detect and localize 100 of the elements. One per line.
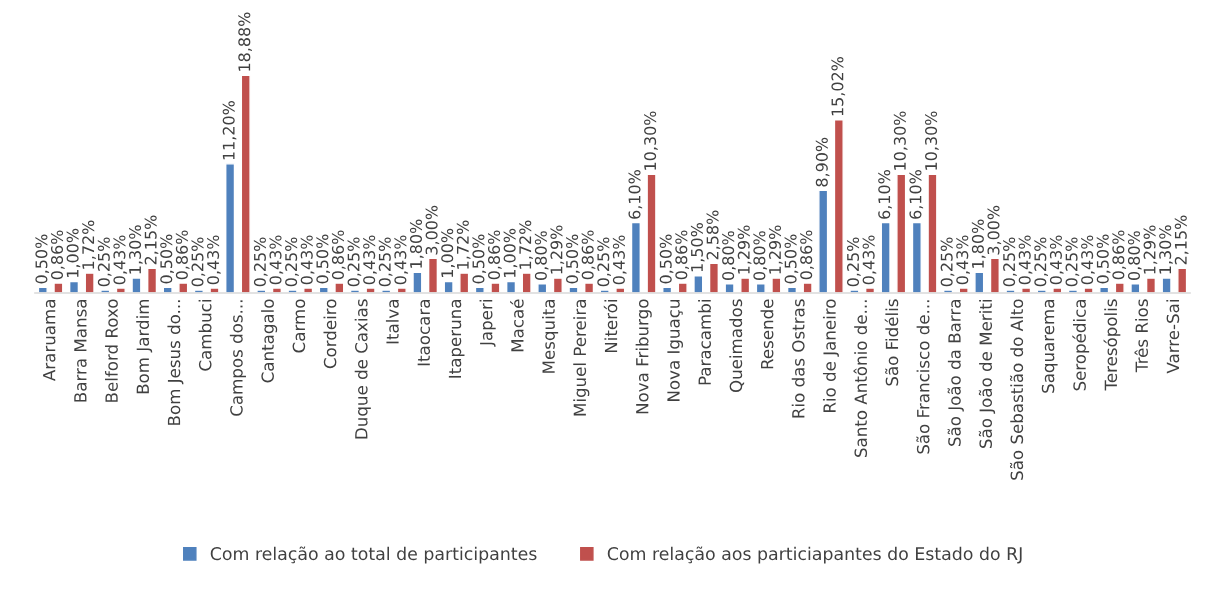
data-label: 0,43% xyxy=(1049,235,1064,285)
legend-label: Com relação aos particiapantes do Estado do RJ xyxy=(607,546,1022,564)
x-tick-label: Bom Jesus do... xyxy=(167,300,184,425)
data-label: 0,50% xyxy=(659,234,674,284)
x-tick-label: Três Rios xyxy=(1134,299,1149,373)
data-label: 1,00% xyxy=(66,228,81,277)
bar xyxy=(427,257,439,293)
data-label: 0,43% xyxy=(862,235,877,285)
data-label: 18,88% xyxy=(238,12,252,71)
x-tick-label: Macaé xyxy=(510,299,524,352)
data-label: 0,50% xyxy=(784,234,799,284)
x-tick-label: Cantagalo xyxy=(261,299,278,383)
data-label: 0,25% xyxy=(97,237,112,287)
bar xyxy=(537,283,548,293)
bar xyxy=(505,280,517,293)
bar xyxy=(1005,289,1016,293)
data-label: 0,86% xyxy=(175,230,190,280)
data-label: 0,50% xyxy=(316,234,331,284)
data-label: 2,15% xyxy=(1174,215,1189,265)
bar xyxy=(334,282,345,293)
bar xyxy=(443,280,454,293)
bar xyxy=(771,277,782,293)
bar xyxy=(630,221,641,293)
bar xyxy=(1177,267,1188,293)
bar xyxy=(927,173,938,293)
data-label: 0,25% xyxy=(1034,237,1048,287)
data-label: 0,25% xyxy=(253,237,268,287)
bar xyxy=(802,282,813,293)
data-label: 0,43% xyxy=(269,235,284,285)
data-label: 0,25% xyxy=(1065,237,1080,287)
data-label: 15,02% xyxy=(831,57,846,116)
bar xyxy=(1083,287,1094,293)
data-label: 0,50% xyxy=(472,234,487,284)
bar xyxy=(240,74,251,293)
data-label: 0,25% xyxy=(347,237,362,287)
bar xyxy=(490,282,501,293)
data-label: 1,29% xyxy=(737,225,752,274)
data-label: 0,43% xyxy=(363,235,377,285)
bar xyxy=(287,289,298,293)
data-label: 0,50% xyxy=(35,234,50,284)
x-tick-label: Teresópolis xyxy=(1103,299,1121,391)
data-label: 0,25% xyxy=(191,237,206,287)
bar xyxy=(974,271,985,293)
data-label: 3,00% xyxy=(987,205,1002,255)
data-label: 1,72% xyxy=(82,220,96,269)
data-label: 0,25% xyxy=(1003,237,1017,287)
data-label: 0,43% xyxy=(1081,235,1095,285)
x-tick-label: Santo Antônio de... xyxy=(853,300,868,457)
x-tick-label: São João da Barra xyxy=(947,300,964,446)
data-label: 6,10% xyxy=(909,170,924,219)
data-label: 0,86% xyxy=(1112,230,1127,280)
data-label: 2,58% xyxy=(706,210,721,260)
bar xyxy=(146,267,158,293)
data-label: 0,86% xyxy=(487,230,502,280)
data-label: 0,86% xyxy=(50,230,65,280)
x-tick-label: Belford Roxo xyxy=(104,299,118,402)
x-tick-label: Campos dos... xyxy=(229,300,246,416)
data-label: 0,25% xyxy=(846,237,861,287)
bar xyxy=(708,262,720,293)
bar xyxy=(1145,277,1157,293)
data-label: 8,90% xyxy=(815,137,830,187)
x-tick-label: Niterói xyxy=(603,300,618,353)
data-label: 0,80% xyxy=(753,231,768,280)
x-tick-label: Bom Jardim xyxy=(136,299,153,394)
x-tick-label: São João de Meriti xyxy=(978,300,996,448)
data-label: 0,25% xyxy=(285,237,299,287)
x-tick-label: Saquarema xyxy=(1041,300,1058,393)
data-label: 10,30% xyxy=(893,111,908,170)
bar xyxy=(84,272,95,293)
x-tick-label: Seropédica xyxy=(1072,300,1090,391)
data-label: 0,50% xyxy=(566,234,580,284)
x-tick-label: Mesquita xyxy=(542,300,559,373)
data-label: 0,43% xyxy=(956,235,970,285)
legend-label: Com relação ao total de participantes xyxy=(210,546,537,564)
bar xyxy=(1161,277,1172,293)
bar xyxy=(880,221,891,293)
data-label: 0,80% xyxy=(534,231,549,280)
x-tick-label: Rio das Ostras xyxy=(791,299,805,418)
bar xyxy=(693,275,704,293)
bar xyxy=(412,271,423,293)
bar xyxy=(724,283,735,293)
data-label: 6,10% xyxy=(628,170,643,219)
data-label: 0,86% xyxy=(675,230,689,280)
bar xyxy=(552,277,563,293)
data-label: 0,86% xyxy=(331,230,346,280)
data-label: 6,10% xyxy=(878,170,892,219)
bar xyxy=(740,277,751,293)
x-tick-label: Duque de Caxias xyxy=(354,299,371,439)
data-label: 0,43% xyxy=(394,235,409,285)
x-tick-label: Miguel Pereira xyxy=(573,300,590,416)
data-label: 0,50% xyxy=(160,234,174,284)
x-tick-label: Queimados xyxy=(729,299,745,393)
x-tick-label: Itaocara xyxy=(417,300,431,366)
bar xyxy=(818,189,829,293)
data-label: 0,43% xyxy=(207,235,221,285)
bar xyxy=(178,282,189,293)
data-label: 0,43% xyxy=(612,235,627,285)
bar xyxy=(131,277,142,293)
data-label: 1,50% xyxy=(690,223,705,272)
bar xyxy=(911,221,922,293)
